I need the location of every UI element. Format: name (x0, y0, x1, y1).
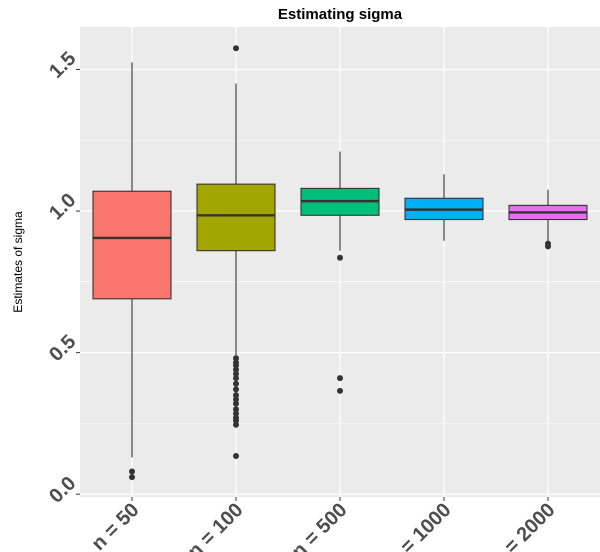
outlier-point (233, 362, 239, 369)
x-tick-label: n = 50 (87, 499, 143, 552)
outlier-point (233, 396, 239, 403)
outlier-point (129, 474, 135, 481)
x-tick-label: n = 100 (184, 499, 248, 552)
outlier-point (233, 370, 239, 377)
box-body (196, 183, 276, 252)
box-n500 (300, 151, 380, 394)
outlier-point (233, 386, 239, 393)
box-n1000 (404, 174, 484, 241)
outlier-point (233, 392, 239, 399)
outlier-point (233, 410, 239, 417)
box-n100 (196, 45, 276, 459)
box-n2000 (508, 189, 588, 250)
outlier-point (233, 375, 239, 382)
y-tick-label: 0.0 (45, 472, 80, 507)
boxes-layer (92, 45, 588, 481)
y-tick-label: 1.5 (45, 48, 80, 83)
box-n50 (92, 62, 172, 481)
x-tick-label: n = 1000 (384, 499, 456, 552)
chart-title: Estimating sigma (278, 6, 403, 23)
y-axis-label: Estimates of sigma (11, 211, 25, 313)
outlier-point (337, 254, 343, 261)
outlier-point (233, 400, 239, 407)
outlier-point (337, 387, 343, 394)
y-tick-label: 1.0 (45, 189, 80, 224)
outlier-point (233, 452, 239, 459)
outlier-point (233, 421, 239, 428)
y-tick-label: 0.5 (45, 331, 80, 366)
box-body (92, 190, 172, 300)
outlier-point (233, 355, 239, 362)
outlier-point (337, 375, 343, 382)
outlier-point (129, 468, 135, 475)
outlier-point (233, 406, 239, 413)
x-tick-label: n = 500 (288, 499, 352, 552)
outlier-point (233, 417, 239, 424)
x-axis-ticks: n = 50 n = 100 n = 500 n = 1000 n = 2000 (87, 497, 560, 552)
outlier-point (233, 380, 239, 387)
x-tick-label: n = 2000 (488, 499, 560, 552)
y-axis-ticks: 0.0 0.5 1.0 1.5 (45, 48, 80, 508)
outlier-point (233, 45, 239, 52)
outlier-point (233, 366, 239, 373)
outlier-point (545, 243, 551, 250)
